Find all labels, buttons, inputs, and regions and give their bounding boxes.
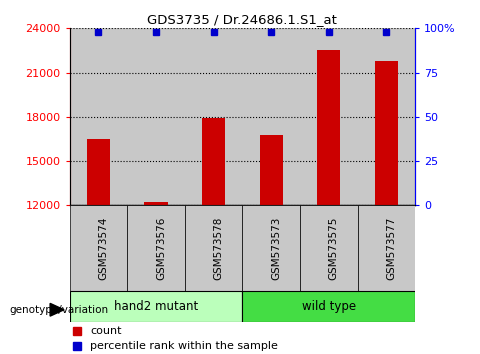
Text: GSM573574: GSM573574 xyxy=(98,217,108,280)
Bar xyxy=(260,135,283,205)
FancyBboxPatch shape xyxy=(358,205,415,292)
Text: hand2 mutant: hand2 mutant xyxy=(114,300,198,313)
FancyBboxPatch shape xyxy=(300,205,358,292)
Text: GSM573576: GSM573576 xyxy=(156,217,166,280)
Bar xyxy=(300,28,358,205)
Text: GSM573578: GSM573578 xyxy=(214,217,224,280)
FancyBboxPatch shape xyxy=(127,205,185,292)
FancyBboxPatch shape xyxy=(70,291,242,321)
FancyBboxPatch shape xyxy=(242,205,300,292)
Bar xyxy=(70,28,127,205)
FancyBboxPatch shape xyxy=(70,205,127,292)
Text: GSM573573: GSM573573 xyxy=(271,217,281,280)
Polygon shape xyxy=(50,303,64,316)
Bar xyxy=(127,28,185,205)
Bar xyxy=(242,28,300,205)
Bar xyxy=(358,28,415,205)
Title: GDS3735 / Dr.24686.1.S1_at: GDS3735 / Dr.24686.1.S1_at xyxy=(147,13,337,26)
Bar xyxy=(317,51,340,205)
Text: wild type: wild type xyxy=(302,300,356,313)
Bar xyxy=(87,139,110,205)
Text: count: count xyxy=(90,326,122,336)
Text: percentile rank within the sample: percentile rank within the sample xyxy=(90,341,278,351)
Bar xyxy=(202,118,225,205)
Bar xyxy=(144,202,168,205)
Text: GSM573577: GSM573577 xyxy=(386,217,396,280)
Bar xyxy=(375,61,398,205)
Text: GSM573575: GSM573575 xyxy=(329,217,339,280)
FancyBboxPatch shape xyxy=(242,291,415,321)
Bar xyxy=(185,28,242,205)
FancyBboxPatch shape xyxy=(185,205,242,292)
Text: genotype/variation: genotype/variation xyxy=(10,305,109,315)
